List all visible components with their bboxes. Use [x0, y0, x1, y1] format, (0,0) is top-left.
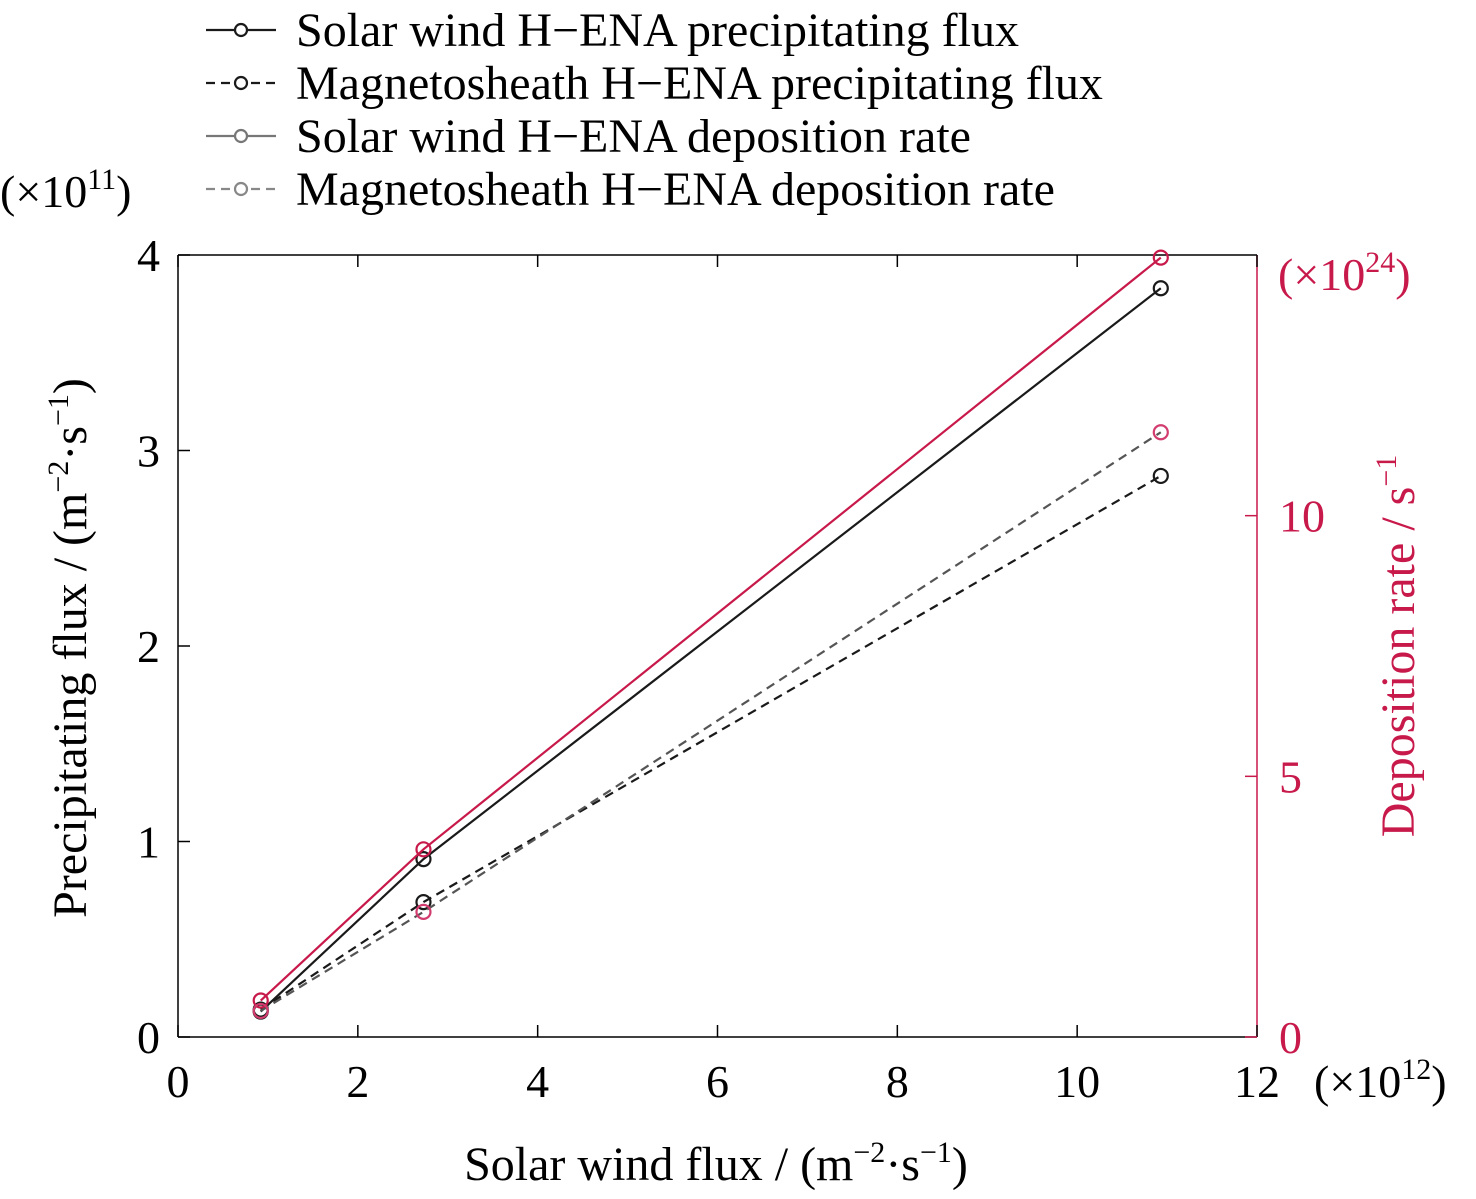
x-multiplier: (×1012) [1314, 1053, 1447, 1107]
x-ticks: 0 2 4 6 8 10 12 [167, 255, 1280, 1107]
y-right-tick-label: 10 [1279, 491, 1325, 542]
y-left-tick-label: 1 [137, 817, 160, 868]
series-layer [252, 249, 1169, 1020]
series-line [259, 256, 1162, 1002]
series-line [259, 287, 1162, 1013]
data-point [1152, 467, 1169, 485]
legend-label: Magnetosheath H−ENA deposition rate [296, 163, 1055, 216]
y-left-tick-label: 4 [137, 230, 160, 281]
data-point [415, 903, 432, 920]
data-point [415, 850, 432, 868]
data-point [415, 894, 432, 911]
legend-marker [233, 22, 249, 38]
x-tick-label: 2 [346, 1056, 369, 1107]
series-line [260, 431, 1162, 1012]
y-left-tick-label: 2 [137, 621, 160, 672]
legend-entry-1: Solar wind H−ENA precipitating flux [206, 4, 1019, 57]
x-tick-label: 0 [167, 1056, 190, 1107]
legend-entry-3: Solar wind H−ENA deposition rate [206, 110, 971, 163]
x-tick-label: 8 [886, 1056, 909, 1107]
data-point [252, 992, 269, 1009]
y-left-tick-label: 0 [137, 1012, 160, 1063]
y-right-tick-label: 5 [1279, 751, 1302, 802]
data-point [415, 841, 432, 858]
legend-label: Solar wind H−ENA deposition rate [296, 110, 971, 163]
axes [177, 254, 1258, 1038]
y-right-multiplier: (×1024) [1278, 246, 1411, 300]
legend-entry-2: Magnetosheath H−ENA precipitating flux [206, 57, 1103, 110]
x-axis-title: Solar wind flux / (m−2·s−1) [464, 1136, 968, 1191]
data-point [1152, 280, 1169, 297]
y-right-tick-label: 0 [1279, 1012, 1302, 1063]
legend-label: Magnetosheath H−ENA precipitating flux [296, 57, 1103, 110]
legend-entry-4: Magnetosheath H−ENA deposition rate [206, 163, 1055, 216]
x-tick-label: 4 [526, 1056, 549, 1107]
series-1 [252, 280, 1169, 1020]
series-2 [252, 467, 1169, 1018]
data-point [252, 1002, 269, 1020]
y-left-multiplier: (×1011) [0, 163, 131, 217]
y-left-tick-label: 3 [137, 426, 160, 477]
legend-label: Solar wind H−ENA precipitating flux [296, 4, 1019, 57]
y-right-axis-title: Deposition rate / s−1 [1370, 455, 1425, 838]
data-point [1152, 424, 1169, 441]
series-4 [252, 424, 1169, 1020]
series-3 [252, 249, 1169, 1009]
series-line [260, 474, 1162, 1011]
x-tick-label: 10 [1054, 1056, 1100, 1107]
legend-marker [233, 128, 249, 144]
y-right-ticks: 0 5 10 [1245, 491, 1325, 1063]
data-point [1152, 249, 1169, 266]
x-tick-label: 12 [1234, 1056, 1280, 1107]
legend: Solar wind H−ENA precipitating fluxMagne… [206, 4, 1103, 216]
x-tick-label: 6 [706, 1056, 729, 1107]
y-left-ticks: 0 1 2 3 4 [137, 230, 190, 1063]
y-left-axis-title: Precipitating flux / (m−2·s−1) [42, 378, 97, 918]
legend-marker [233, 181, 249, 197]
legend-marker [233, 75, 249, 91]
